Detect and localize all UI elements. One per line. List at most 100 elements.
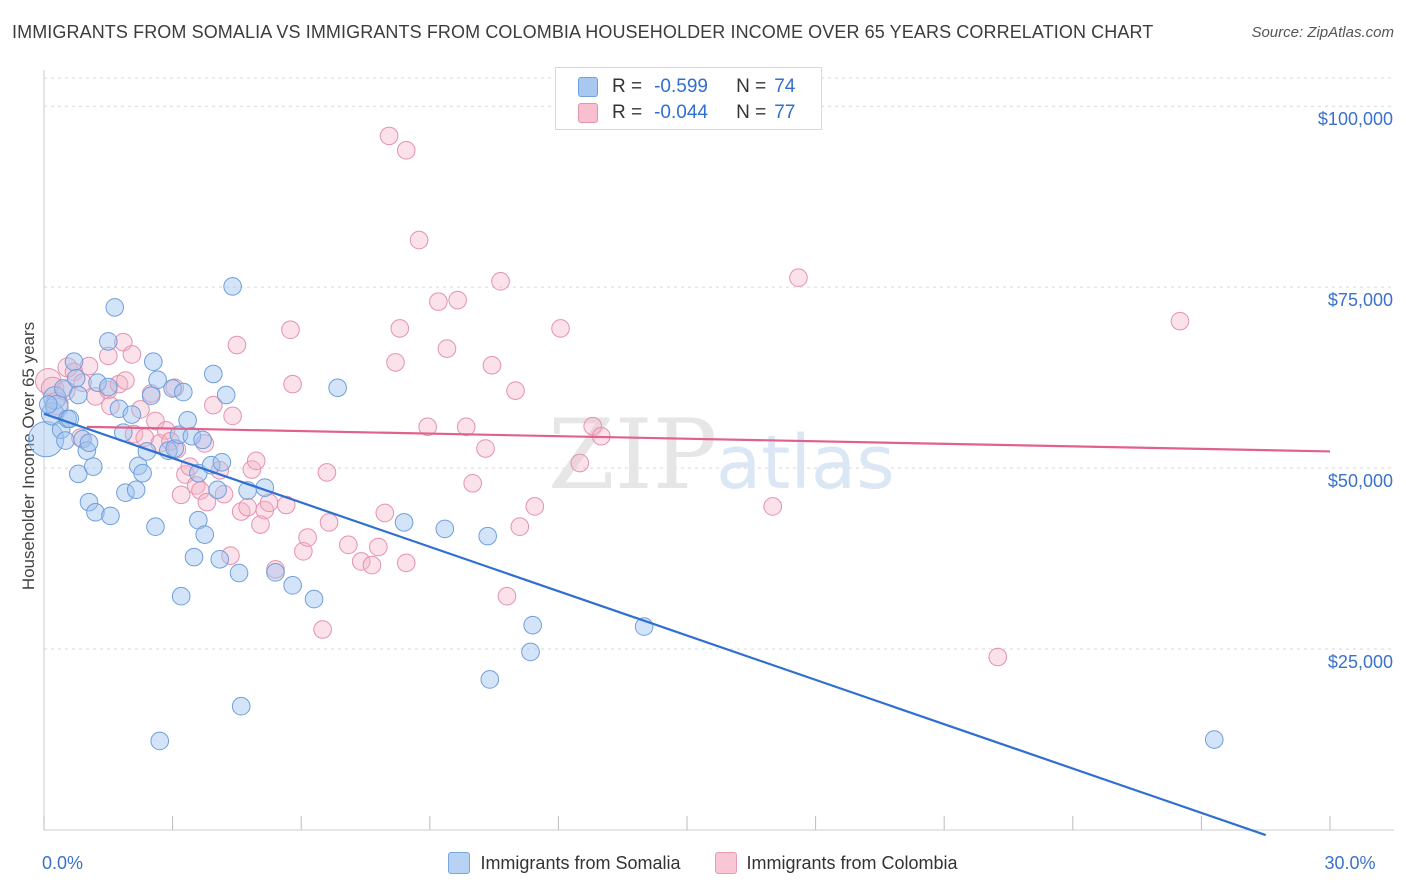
- somalia-point: [56, 431, 75, 450]
- colombia-n-value: 77: [774, 102, 796, 123]
- somalia-point: [212, 453, 232, 472]
- colombia-point: [418, 417, 437, 437]
- somalia-point: [83, 457, 103, 476]
- legend-swatch-colombia: [714, 852, 737, 874]
- somalia-point: [133, 463, 152, 483]
- colombia-point: [197, 492, 217, 512]
- legend-item-somalia[interactable]: Immigrants from Somalia: [448, 852, 681, 874]
- somalia-point: [101, 506, 120, 526]
- colombia-point: [1170, 311, 1190, 331]
- somalia-point: [28, 421, 65, 458]
- somalia-point: [223, 277, 242, 296]
- somalia-point: [99, 332, 118, 351]
- somalia-point: [68, 464, 88, 484]
- colombia-point: [437, 339, 457, 358]
- somalia-point: [193, 430, 212, 450]
- somalia-point: [480, 670, 500, 689]
- somalia-point: [204, 364, 223, 384]
- colombia-point: [40, 376, 65, 401]
- somalia-point: [231, 696, 251, 716]
- colombia-point: [551, 319, 570, 338]
- colombia-point: [204, 395, 223, 415]
- colombia-point: [246, 451, 266, 471]
- colombia-point: [99, 346, 118, 366]
- colombia-point: [294, 542, 313, 561]
- somalia-point: [521, 642, 540, 662]
- y-tick-label: $50,000: [1328, 471, 1393, 491]
- colombia-point: [242, 460, 262, 479]
- somalia-point: [171, 586, 191, 606]
- x-tick-label: 0.0%: [42, 853, 83, 873]
- colombia-point: [396, 553, 416, 573]
- somalia-point: [141, 386, 161, 406]
- colombia-point: [456, 417, 476, 437]
- colombia-point: [476, 439, 495, 458]
- somalia-point: [73, 429, 92, 449]
- somalia-point: [195, 525, 215, 544]
- stats-row-somalia: R = -0.599 N = 74: [578, 76, 795, 98]
- legend-swatch-somalia: [448, 852, 471, 874]
- colombia-point: [379, 126, 399, 146]
- colombia-point: [221, 546, 240, 565]
- somalia-point: [88, 373, 107, 392]
- somalia-point: [182, 426, 202, 446]
- colombia-points: [34, 126, 1190, 667]
- colombia-point: [283, 374, 302, 394]
- colombia-point: [238, 497, 257, 517]
- colombia-point: [281, 320, 300, 340]
- colombia-point: [497, 586, 517, 606]
- colombia-point: [251, 515, 270, 534]
- colombia-point: [570, 453, 590, 473]
- somalia-point: [64, 352, 84, 371]
- y-tick-label: $25,000: [1328, 652, 1393, 672]
- somalia-point: [523, 615, 542, 635]
- somalia-point: [283, 576, 302, 595]
- somalia-point: [165, 439, 185, 458]
- somalia-point: [478, 526, 497, 546]
- source-credit: Source: ZipAtlas.com: [1251, 24, 1394, 41]
- somalia-point: [38, 395, 58, 414]
- somalia-point: [122, 405, 142, 424]
- somalia-point: [163, 379, 182, 398]
- colombia-point: [429, 292, 448, 311]
- stats-row-colombia: R = -0.044 N = 77: [578, 102, 795, 124]
- colombia-stat-swatch: [578, 103, 598, 123]
- y-tick-label: $100,000: [1318, 109, 1393, 129]
- colombia-point: [122, 345, 142, 364]
- colombia-point: [763, 497, 783, 516]
- somalia-points: [28, 277, 1224, 751]
- colombia-n-label: N =: [736, 102, 767, 123]
- somalia-point: [208, 480, 227, 500]
- somalia-point: [1204, 730, 1224, 749]
- watermark: ZIP atlas: [548, 399, 895, 511]
- colombia-point: [491, 272, 510, 291]
- colombia-point: [409, 230, 429, 250]
- x-tick-label: 30.0%: [1324, 853, 1375, 873]
- legend-label-colombia: Immigrants from Colombia: [746, 852, 958, 873]
- somalia-point: [229, 563, 249, 583]
- somalia-point: [304, 589, 324, 609]
- somalia-point: [79, 492, 99, 512]
- correlation-stats-box: R = -0.599 N = 74 R = -0.044 N = 77: [555, 67, 822, 130]
- colombia-point: [362, 555, 382, 575]
- legend-item-colombia[interactable]: Immigrants from Colombia: [714, 852, 958, 874]
- somalia-point: [77, 441, 97, 461]
- somalia-r-label: R =: [612, 76, 643, 97]
- somalia-point: [86, 502, 105, 522]
- somalia-point: [394, 513, 414, 532]
- somalia-point: [126, 480, 146, 500]
- colombia-point: [146, 411, 165, 431]
- somalia-point: [435, 519, 455, 539]
- somalia-point: [328, 378, 347, 398]
- colombia-point: [396, 141, 416, 160]
- somalia-point: [216, 385, 236, 405]
- somalia-point: [144, 352, 163, 371]
- colombia-point: [988, 647, 1008, 667]
- colombia-point: [109, 374, 129, 394]
- colombia-trend-line: [86, 425, 1331, 453]
- somalia-point: [148, 370, 167, 390]
- watermark-atlas: atlas: [716, 420, 895, 506]
- colombia-r-label: R =: [612, 102, 643, 123]
- colombia-point: [525, 497, 545, 516]
